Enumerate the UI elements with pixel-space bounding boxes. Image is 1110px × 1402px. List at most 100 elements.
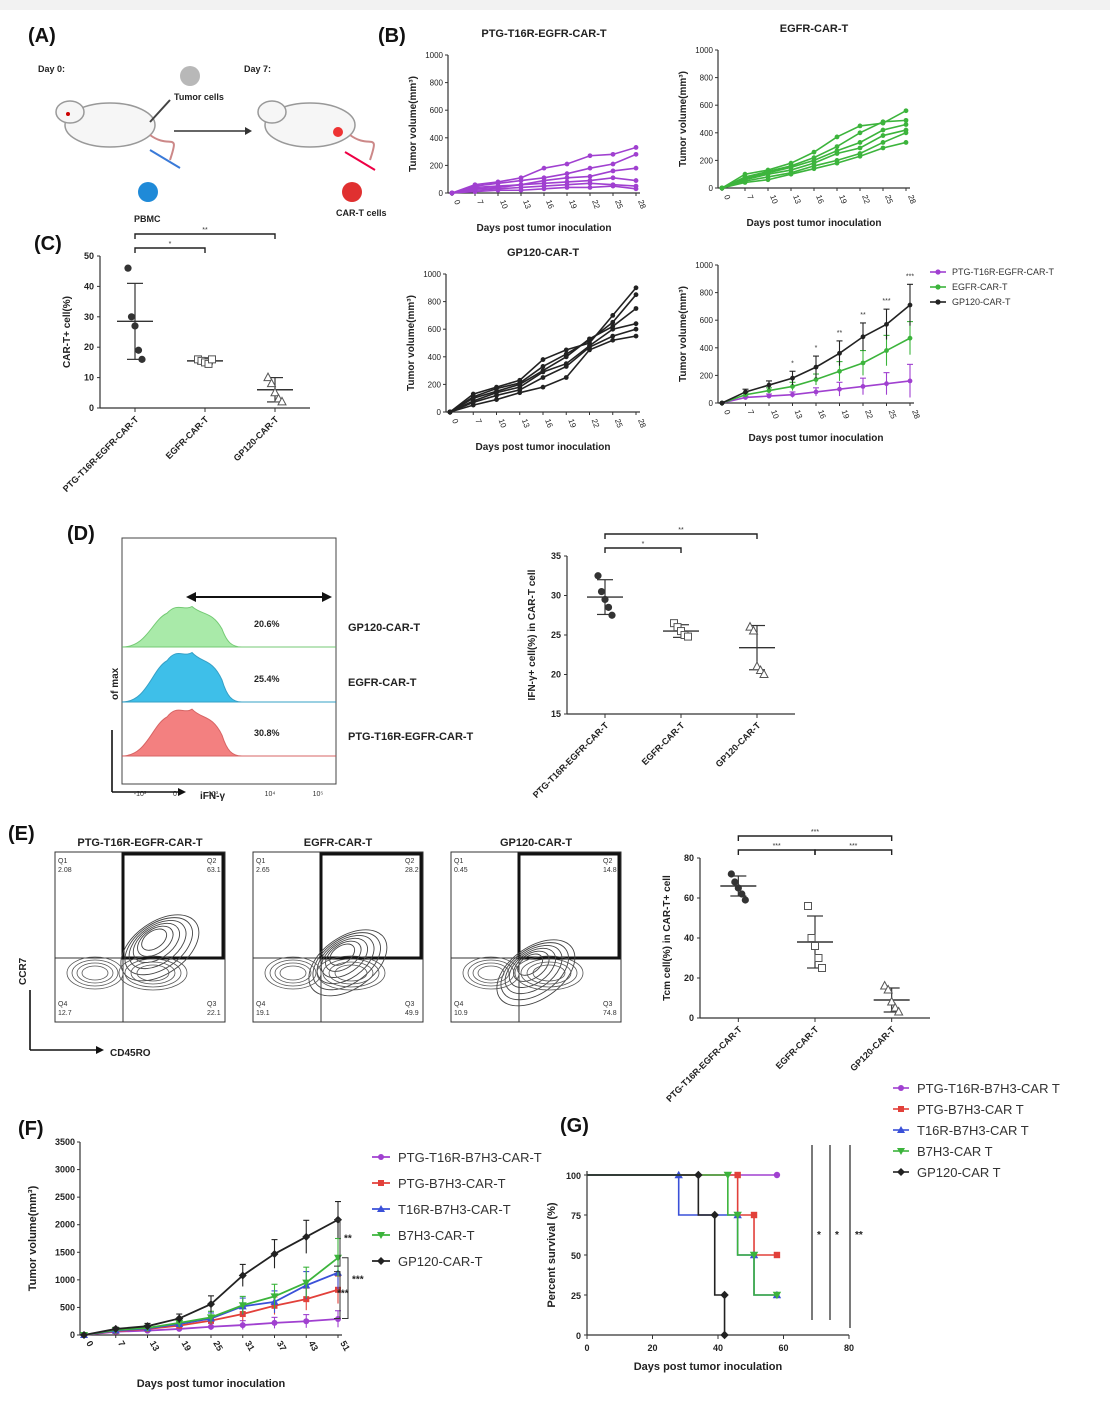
y-axis-label: Tumor volume(mm³) [678, 71, 689, 167]
y-tick-label: 35 [551, 551, 561, 561]
chart-b-combined: 0 200 400 600 800 1000 0 7 10 13 16 19 22 25 28 Days po… [678, 261, 1054, 444]
y-tick-label: 800 [700, 74, 714, 83]
data-point [587, 336, 592, 342]
data-point [834, 151, 840, 156]
histogram-trace [121, 605, 336, 648]
histogram-trace [121, 651, 336, 703]
data-point [633, 326, 639, 332]
y-tick-label: 1500 [55, 1247, 75, 1257]
data-point [604, 603, 613, 611]
data-point [813, 389, 819, 395]
legend-marker [378, 1154, 384, 1160]
top-strip [0, 0, 1110, 10]
mouse-day7-icon [257, 100, 375, 161]
quadrant-name: Q2 [603, 858, 612, 865]
data-point [903, 140, 909, 145]
data-point [302, 1232, 311, 1241]
series-line [449, 294, 637, 413]
data-point [884, 348, 889, 353]
quadrant-name: Q1 [256, 858, 265, 865]
y-tick-label: 1000 [423, 270, 441, 279]
data-point [773, 1251, 781, 1259]
x-tick-label: 28 [636, 418, 648, 430]
data-point [811, 942, 819, 950]
y-tick-label: 400 [428, 353, 442, 362]
data-point [790, 392, 795, 398]
data-point [880, 140, 886, 145]
x-tick-label: 13 [148, 1339, 162, 1353]
data-point [541, 165, 547, 171]
contour-ring [520, 958, 578, 988]
data-point [765, 177, 771, 183]
quadrant-value: 12.7 [58, 1010, 72, 1017]
data-point [601, 595, 609, 604]
data-point [131, 322, 139, 330]
x-tick-label: 19 [840, 409, 852, 421]
data-point [727, 870, 735, 878]
legend-label: GP120-CAR-T [952, 297, 1011, 307]
legend-marker [897, 1126, 905, 1133]
survival-curve [587, 1174, 726, 1335]
contour-ring [322, 958, 380, 988]
data-point [811, 149, 817, 155]
data-point [907, 302, 913, 308]
significance-mark: *** [849, 843, 857, 850]
y-tick-label: 3000 [55, 1165, 75, 1175]
contour-ring [325, 940, 362, 972]
data-point [541, 186, 547, 192]
x-tick-label: 22 [590, 199, 602, 211]
data-point [563, 364, 569, 369]
x-tick-label: 13 [793, 409, 805, 421]
legend-label: T16R-B7H3-CAR T [917, 1123, 1029, 1138]
data-point [860, 384, 866, 389]
data-point [127, 313, 136, 321]
x-tick-label: 7 [475, 199, 485, 207]
data-point [893, 1006, 904, 1016]
data-point [608, 611, 616, 619]
x-tick-label: 16 [543, 418, 555, 430]
x-tick-label: 19 [566, 418, 578, 430]
data-point [207, 1300, 215, 1309]
data-point [790, 384, 795, 389]
quadrant-name: Q1 [58, 858, 67, 865]
legend-marker [935, 284, 941, 290]
quadrant-name: Q1 [454, 858, 463, 865]
panel-label-c: (C) [34, 233, 62, 255]
y-tick-label: 0 [576, 1331, 581, 1341]
data-point [610, 183, 616, 189]
y-tick-label: 2000 [55, 1220, 75, 1230]
data-point [207, 1314, 215, 1322]
y-tick-label: 1000 [425, 51, 443, 60]
quadrant-value: 22.1 [207, 1010, 221, 1017]
data-point [597, 587, 606, 596]
x-tick-label: 25 [883, 194, 895, 206]
legend-label: B7H3-CAR T [917, 1144, 993, 1159]
contour-ring [308, 929, 388, 997]
chart-b-egfr: 0 200 400 600 800 1000 0 7 10 13 16 19 22 25 28 EGFR-CA… [678, 23, 918, 229]
flow-frame [252, 851, 424, 1023]
data-point [610, 333, 616, 339]
gate-arrowhead [322, 592, 332, 602]
data-point [772, 1291, 782, 1300]
significance-mark: ** [202, 227, 208, 234]
x-tick-label: 10 [769, 409, 781, 421]
data-point [860, 334, 866, 340]
significance-bracket [134, 233, 276, 239]
data-point [860, 360, 866, 366]
contour-ring [334, 964, 368, 982]
data-point [633, 178, 639, 183]
data-point [587, 185, 593, 190]
contour-ring [124, 917, 193, 976]
contour-ring [496, 939, 576, 1007]
x-tick-label: 37 [275, 1339, 289, 1353]
sample-label: PTG-T16R-EGFR-CAR-T [348, 731, 474, 743]
gate-percent: 30.8% [254, 728, 280, 738]
contour-ring [141, 928, 168, 951]
x-tick-label: 13 [791, 194, 803, 206]
data-point [804, 902, 812, 910]
y-axis-label: Tumor volume(mm³) [27, 1185, 39, 1291]
x-tick-label: 0 [450, 418, 460, 426]
data-point [857, 145, 863, 151]
data-point [587, 174, 593, 179]
data-point [880, 127, 886, 133]
